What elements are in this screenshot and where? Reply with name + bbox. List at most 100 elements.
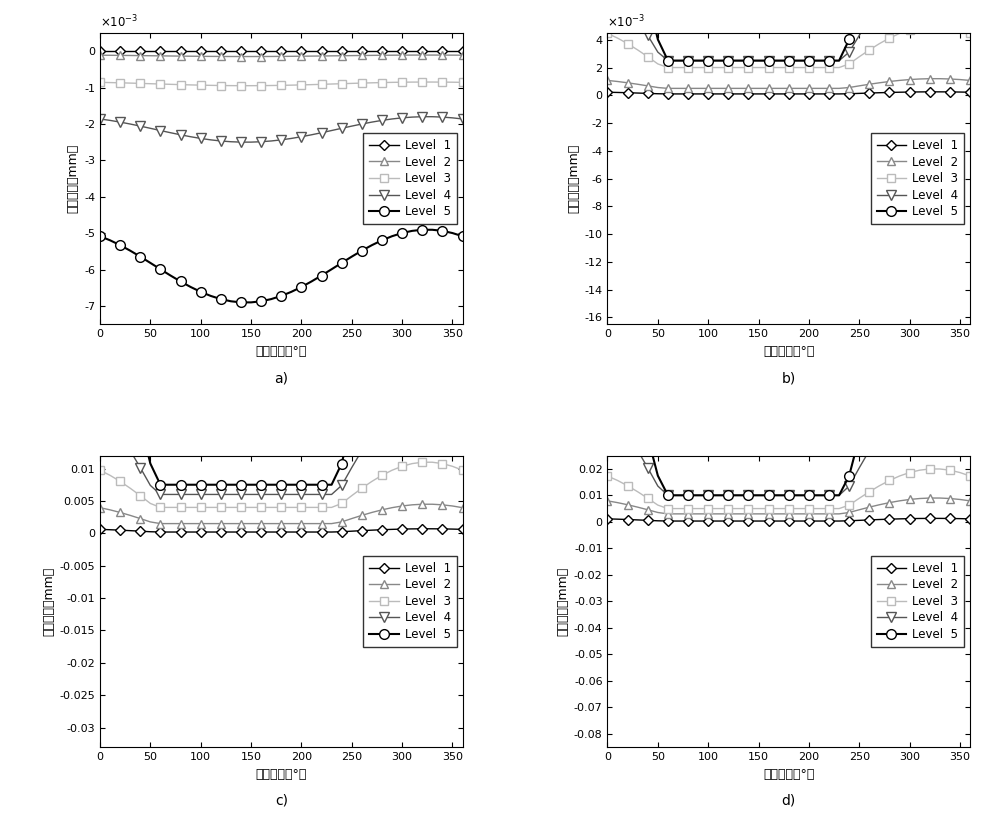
Level  3: [712, 62, 724, 72]
Level  2: [164, 51, 176, 61]
Level  4: [632, 15, 644, 25]
Level  4: [94, 405, 106, 415]
Level  1: [406, 524, 418, 534]
Level  4: [712, 490, 724, 500]
Level  2: [944, 493, 956, 503]
Level  4: [446, 113, 458, 123]
Level  3: [924, 464, 936, 474]
Level  5: [175, 277, 187, 287]
Level  1: [742, 89, 754, 99]
Level  2: [336, 51, 348, 61]
Level  3: [154, 79, 166, 89]
Level  5: [205, 479, 217, 489]
Level  2: [964, 76, 976, 85]
Level  1: [662, 89, 674, 99]
Level  1: [134, 46, 146, 56]
Level  5: [305, 479, 317, 489]
Level  1: [944, 514, 956, 524]
Level  1: [672, 89, 684, 99]
Level  3: [426, 77, 438, 87]
Level  1: [144, 527, 156, 537]
Level  5: [336, 459, 348, 469]
Level  1: [215, 527, 227, 537]
Level  4: [622, 429, 634, 439]
Level  4: [205, 489, 217, 499]
Level  4: [386, 405, 398, 415]
Level  4: [763, 490, 775, 500]
Level  3: [833, 503, 845, 513]
Level  2: [692, 509, 704, 519]
Level  5: [416, 238, 428, 248]
Level  3: [215, 80, 227, 90]
Level  1: [175, 46, 187, 56]
Level  4: [336, 480, 348, 490]
Level  4: [396, 396, 408, 406]
Level  5: [763, 56, 775, 66]
Level  1: [185, 46, 197, 56]
Level  4: [144, 123, 156, 133]
Level  2: [833, 84, 845, 94]
Level  5: [255, 296, 267, 306]
Level  4: [164, 128, 176, 138]
Level  4: [134, 122, 146, 131]
Level  2: [883, 498, 895, 507]
Level  2: [386, 50, 398, 60]
Level  1: [386, 525, 398, 534]
Level  1: [763, 516, 775, 526]
Level  5: [406, 245, 418, 255]
Level  5: [722, 490, 734, 500]
Level  5: [154, 479, 166, 489]
Level  1: [185, 527, 197, 537]
Level  1: [376, 46, 388, 56]
Level  3: [225, 502, 237, 512]
Level  1: [954, 87, 966, 97]
Level  1: [164, 46, 176, 56]
Level  5: [94, 232, 106, 241]
Level  5: [346, 252, 358, 262]
Level  3: [612, 33, 624, 43]
Level  4: [134, 463, 146, 473]
Level  4: [346, 122, 358, 131]
Level  2: [416, 50, 428, 60]
Level  4: [803, 56, 815, 66]
Level  5: [954, 287, 966, 296]
Level  1: [612, 88, 624, 98]
Level  4: [285, 489, 297, 499]
Level  1: [114, 46, 126, 56]
Level  4: [255, 489, 267, 499]
Level  2: [954, 75, 966, 85]
Level  5: [763, 490, 775, 500]
Level  5: [255, 479, 267, 489]
Level  3: [793, 503, 805, 513]
Level  5: [456, 232, 468, 241]
Level  4: [305, 130, 317, 140]
Level  2: [154, 51, 166, 61]
Level  4: [692, 490, 704, 500]
Level  2: [356, 51, 368, 61]
Y-axis label: 计算误差（mm）: 计算误差（mm）: [557, 566, 570, 636]
Level  5: [742, 490, 754, 500]
Level  5: [722, 56, 734, 66]
Level  1: [823, 89, 835, 99]
Level  1: [894, 514, 906, 524]
Level  5: [225, 296, 237, 306]
Y-axis label: 计算误差（mm）: 计算误差（mm）: [67, 144, 80, 213]
Level  2: [722, 84, 734, 94]
Level  4: [114, 117, 126, 127]
Level  2: [265, 52, 277, 62]
Level  1: [692, 516, 704, 526]
Level  1: [446, 524, 458, 534]
Level  4: [265, 136, 277, 146]
Level  5: [275, 291, 287, 300]
Level  3: [601, 29, 613, 39]
Level  2: [406, 500, 418, 510]
Level  2: [954, 494, 966, 504]
Level  4: [326, 126, 338, 135]
Level  3: [436, 77, 448, 87]
Level  3: [94, 466, 106, 475]
Level  4: [386, 114, 398, 124]
Level  5: [753, 56, 765, 66]
Level  3: [255, 502, 267, 512]
Level  4: [336, 123, 348, 133]
Level  4: [732, 56, 744, 66]
